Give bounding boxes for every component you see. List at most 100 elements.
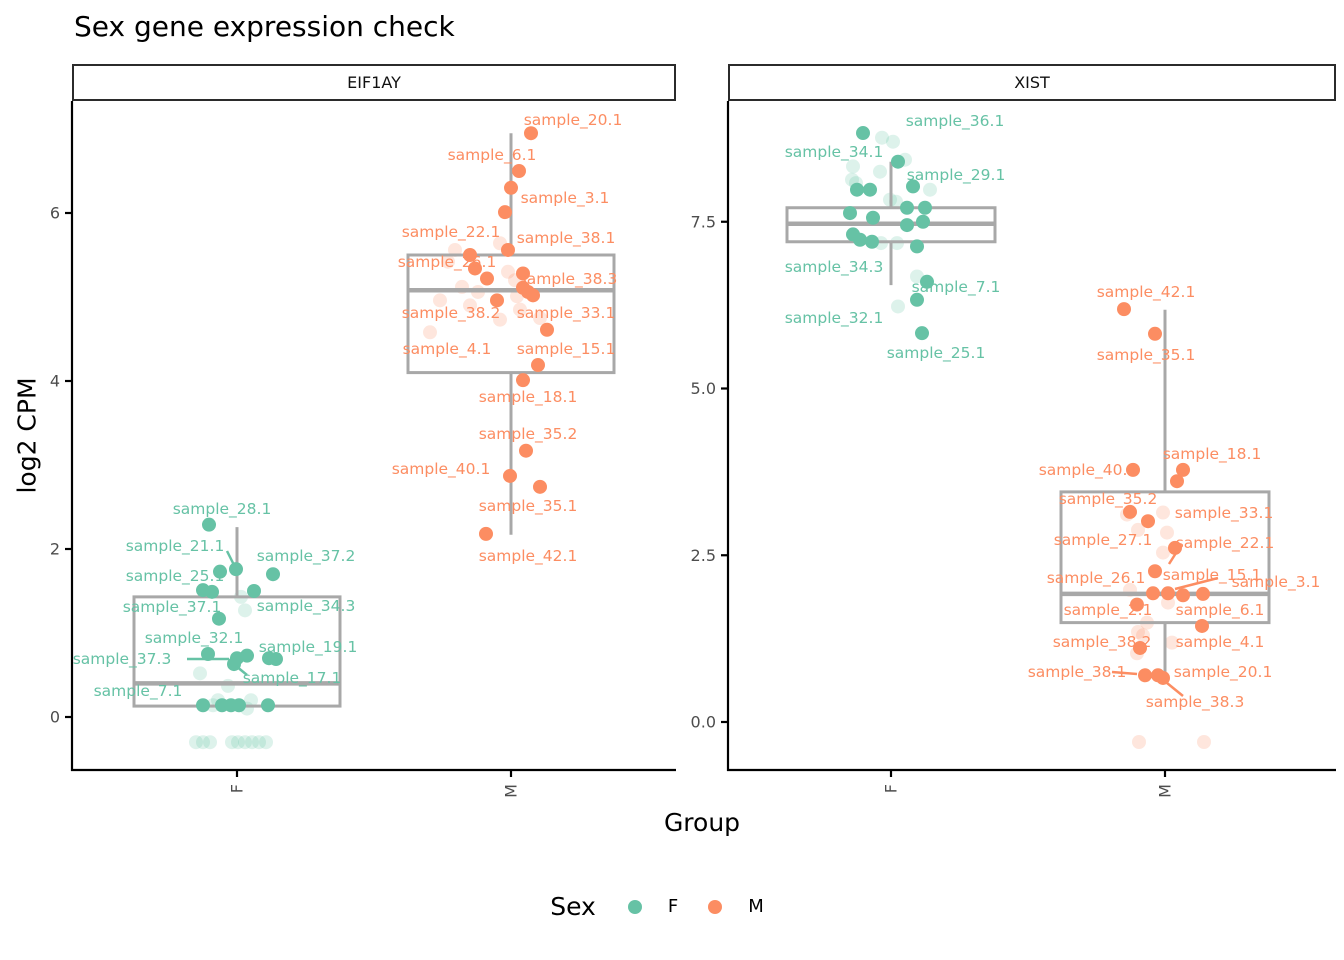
sample-label: sample_25.1 [887,344,986,363]
legend-key-m: M [708,896,764,917]
jitter-point-labeled [1161,586,1175,601]
label-leader-line [1111,670,1138,676]
jitter-point-labeled [1176,588,1190,603]
sample-label: sample_37.1 [123,598,222,617]
x-tick-label: M [1156,784,1175,798]
sample-label: sample_25.1 [126,567,225,586]
x-tick-label: M [502,784,521,798]
facet-panel-eif1ay: 0246sample_28.1sample_21.1sample_25.1sam… [50,101,676,798]
jitter-point-labeled [498,205,512,220]
jitter-point-labeled [1117,302,1131,317]
sample-label: sample_33.1 [517,304,616,323]
jitter-point [850,182,864,197]
jitter-point-labeled [516,266,530,281]
jitter-point-labeled [856,126,870,141]
jitter-point [865,234,879,249]
jitter-point-faded [513,302,527,317]
jitter-point-faded [245,735,259,750]
jitter-point-labeled [1146,586,1160,601]
jitter-point-faded [259,735,273,750]
sample-label: sample_26.1 [1047,569,1146,588]
jitter-point-labeled [503,468,517,483]
sample-label: sample_38.2 [1053,633,1152,652]
sample-label: sample_22.1 [1176,534,1275,553]
group-xist-m: sample_42.1 sample_35.1 sample_40.1 sample_… [1028,283,1321,750]
jitter-point-faded [1156,505,1170,520]
jitter-point-labeled [1138,668,1152,683]
legend-title: Sex [550,892,596,921]
legend-label-m: M [748,896,764,917]
sample-label: sample_33.1 [1175,504,1274,523]
x-axis-title: Group [663,808,741,837]
jitter-point [900,200,914,215]
sample-label: sample_40.1 [1039,461,1138,480]
jitter-point-labeled [920,274,934,289]
sample-label: sample_40.1 [392,460,491,479]
jitter-point-labeled [915,326,929,341]
jitter-point-faded [1131,522,1145,537]
y-tick-label: 6 [50,204,60,223]
jitter-point-faded [891,299,905,314]
jitter-point-faded [846,159,860,174]
group-eif1ay-f: sample_28.1 sample_21.1 sample_25.1 sample_… [73,500,357,750]
jitter-point-faded [875,130,889,145]
jitter-point-labeled [512,164,526,178]
jitter-point-labeled [201,647,215,661]
facet-panel-xist: 0.0 2.5 5.0 7.5 sample_36.1 sample_34.1sample… [691,101,1336,798]
sample-label: sample_17.1 [243,669,342,688]
jitter-point-labeled [213,564,227,579]
jitter-point-faded [193,666,207,681]
jitter-point-faded [463,298,477,313]
sample-label: sample_20.1 [524,111,623,130]
y-axis-title: log2 CPM [12,377,42,494]
jitter-point-labeled [247,584,261,598]
jitter-point-labeled [540,322,554,337]
legend-label-f: F [667,896,679,917]
group-xist-f: sample_36.1 sample_34.1 sample_29.1 sample_… [785,112,1006,363]
jitter-point-labeled [501,242,515,257]
sample-label: sample_4.1 [1176,633,1265,652]
jitter-point [261,698,275,713]
jitter-point-faded [1165,635,1179,650]
jitter-point-labeled [853,232,867,247]
jitter-point-labeled [196,698,210,713]
jitter-point [269,652,283,667]
sample-label: sample_4.1 [403,340,492,359]
jitter-point-labeled [1196,586,1210,601]
jitter-point-labeled [212,611,226,626]
y-tick-label: 2 [50,540,60,559]
sample-label: sample_6.1 [1176,601,1265,620]
sample-label: sample_15.1 [1163,566,1262,585]
y-tick-label: 0 [50,708,60,727]
jitter-point [468,261,482,276]
jitter-point-faded [238,603,252,618]
jitter-point-faded [244,693,258,708]
sample-label: sample_20.1 [1174,663,1273,682]
jitter-point [916,214,930,229]
jitter-point-faded [493,312,507,327]
jitter-point-labeled [479,526,493,541]
facet-strip-xist: XIST [728,64,1336,101]
sample-label: sample_36.1 [906,112,1005,131]
jitter-point-labeled [533,479,547,494]
sample-label: sample_29.1 [907,166,1006,185]
sample-label: sample_35.2 [1059,490,1158,509]
jitter-point-labeled [1130,597,1144,612]
group-eif1ay-m: sample_20.1 sample_6.1 sample_3.1 sample_22… [392,111,623,566]
jitter-point [918,200,932,215]
jitter-point-faded [1156,545,1170,560]
jitter-point-labeled [266,567,280,582]
sample-label: sample_38.1 [517,229,616,248]
jitter-point-labeled [1195,618,1209,633]
jitter-point [1170,474,1184,489]
sample-label: sample_3.1 [1232,573,1321,592]
y-tick-label: 2.5 [691,546,716,565]
sample-label: sample_28.1 [173,500,272,519]
sample-label: sample_22.1 [402,223,501,242]
sample-label: sample_34.1 [785,143,884,162]
y-tick-label: 0.0 [691,713,716,732]
jitter-point-labeled [524,126,538,141]
jitter-point [526,288,540,303]
jitter-point-faded [873,164,887,179]
